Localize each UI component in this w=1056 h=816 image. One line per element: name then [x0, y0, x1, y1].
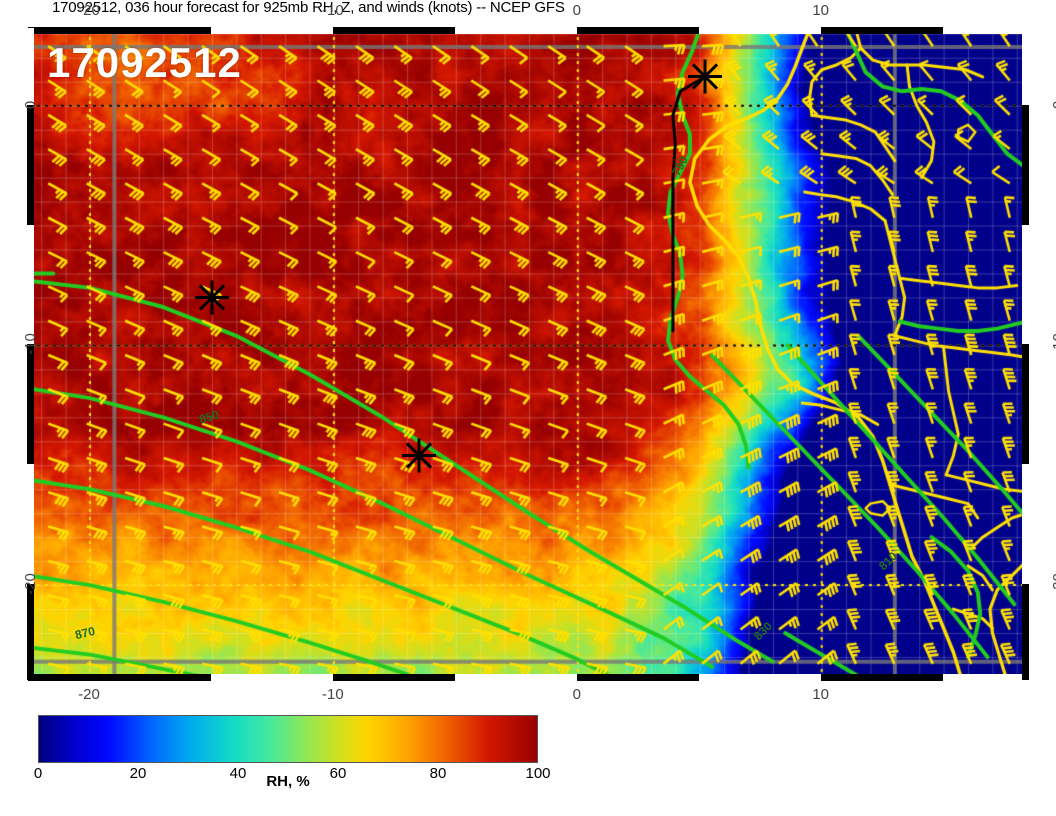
- y-tick-right--10: -10: [1050, 333, 1056, 356]
- colorbar-tick-80: 80: [429, 765, 447, 782]
- colorbar: [38, 715, 538, 763]
- x-tick-bottom-0: 0: [572, 686, 581, 703]
- x-tick-bottom-10: 10: [812, 686, 830, 703]
- x-tick-bottom--10: -10: [322, 686, 344, 703]
- y-tick-right--20: -20: [1050, 573, 1056, 595]
- init-timestamp-overlay: 17092512: [47, 39, 242, 86]
- x-tick-top--10: -10: [322, 2, 344, 19]
- station-marker-3: [687, 59, 722, 94]
- station-marker-2: [402, 438, 437, 473]
- y-tick-left-0: 0: [22, 100, 39, 109]
- x-tick-bottom--20: -20: [78, 686, 100, 703]
- colorbar-tick-100: 100: [525, 765, 551, 782]
- y-tick-right-0: 0: [1050, 101, 1056, 109]
- overlay-canvas: [29, 29, 1027, 679]
- colorbar-label: RH, %: [266, 773, 310, 790]
- colorbar-tick-40: 40: [229, 765, 247, 782]
- colorbar-tick-60: 60: [329, 765, 347, 782]
- y-tick-left--20: -20: [22, 573, 39, 595]
- map-plot-area: 17092512 850 790 830 810 870: [28, 28, 1028, 680]
- x-tick-top--20: -20: [78, 2, 100, 19]
- x-tick-top-10: 10: [812, 2, 830, 19]
- colorbar-gradient: [38, 715, 538, 763]
- chart-title: 17092512, 036 hour forecast for 925mb RH…: [52, 0, 565, 16]
- colorbar-tick-20: 20: [129, 765, 147, 782]
- y-tick-left--10: -10: [22, 333, 39, 356]
- station-marker-1: [194, 280, 229, 315]
- x-tick-top-0: 0: [572, 2, 581, 19]
- colorbar-tick-0: 0: [33, 765, 43, 782]
